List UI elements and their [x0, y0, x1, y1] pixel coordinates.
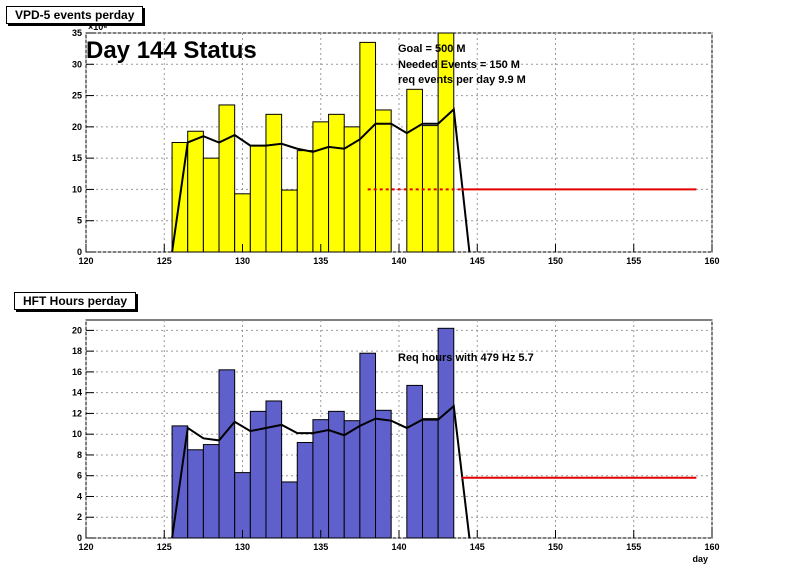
top-x-tick-label: 120: [78, 256, 93, 266]
top-x-tick-label: 160: [704, 256, 719, 266]
bottom-y-tick-label: 12: [72, 408, 82, 418]
bottom-bar: [265, 400, 283, 539]
top-x-tick-label: 135: [313, 256, 328, 266]
top-chart-title: VPD-5 events perday: [6, 6, 144, 24]
bottom-y-tick-label: 0: [77, 533, 82, 543]
bottom-bar: [406, 384, 423, 539]
top-bar: [343, 126, 361, 253]
top-x-tick-label: 140: [391, 256, 406, 266]
top-bar: [218, 104, 236, 253]
top-bar: [406, 88, 423, 253]
top-bar: [359, 41, 377, 253]
top-plot: [85, 32, 713, 253]
bottom-x-tick-label: 150: [548, 542, 563, 552]
top-bar: [437, 32, 455, 253]
top-bar: [328, 113, 345, 253]
bottom-bar: [296, 441, 314, 539]
top-average-line: [171, 107, 471, 253]
bottom-x-tick-label: 120: [78, 542, 93, 552]
top-bar: [312, 121, 330, 253]
top-annotation: Needed Events = 150 M: [398, 59, 520, 71]
top-y-tick-label: 5: [77, 216, 82, 226]
bottom-y-tick-label: 8: [77, 450, 82, 460]
top-y-tick-label: 15: [72, 153, 82, 163]
top-bar: [187, 130, 204, 253]
bottom-x-tick-label: 140: [391, 542, 406, 552]
top-bar: [375, 109, 392, 253]
bottom-y-tick-label: 16: [72, 367, 82, 377]
bottom-bar: [187, 449, 204, 539]
top-annotation: req events per day 9.9 M: [398, 74, 526, 86]
bottom-x-tick-label: 125: [157, 542, 172, 552]
top-bar: [265, 113, 283, 253]
top-y-tick-label: 0: [77, 247, 82, 257]
bottom-y-tick-label: 10: [72, 429, 82, 439]
bottom-y-tick-label: 6: [77, 471, 82, 481]
top-x-tick-label: 130: [235, 256, 250, 266]
bottom-x-tick-label: 135: [313, 542, 328, 552]
top-bar: [281, 189, 298, 253]
top-bar: [202, 157, 220, 253]
top-y-tick-label: 10: [72, 184, 82, 194]
bottom-bar: [281, 481, 298, 539]
bottom-bar: [437, 327, 455, 539]
bottom-y-tick-label: 18: [72, 346, 82, 356]
bottom-x-tick-label: 155: [626, 542, 641, 552]
bottom-bar: [234, 472, 251, 539]
bottom-x-tick-label: 130: [235, 542, 250, 552]
top-bar: [296, 150, 314, 253]
top-x-tick-label: 150: [548, 256, 563, 266]
bottom-bar: [421, 418, 439, 539]
top-axis-exponent: ×10⁶: [88, 22, 107, 32]
top-x-tick-label: 145: [470, 256, 485, 266]
top-y-tick-label: 30: [72, 59, 82, 69]
top-x-tick-label: 125: [157, 256, 172, 266]
status-heading: Day 144 Status: [86, 37, 257, 64]
bottom-y-tick-label: 4: [77, 491, 82, 501]
top-y-tick-label: 25: [72, 91, 82, 101]
bottom-plot: [85, 319, 713, 539]
bottom-y-tick-label: 2: [77, 512, 82, 522]
bottom-bar: [312, 419, 330, 539]
top-y-tick-label: 20: [72, 122, 82, 132]
top-y-tick-label: 35: [72, 28, 82, 38]
bottom-x-tick-label: 160: [704, 542, 719, 552]
bottom-x-tick-label: 145: [470, 542, 485, 552]
bottom-x-axis-label: day: [692, 554, 708, 564]
bottom-y-tick-label: 20: [72, 325, 82, 335]
bottom-annotation: Req hours with 479 Hz 5.7: [398, 352, 534, 364]
bottom-average-line: [171, 404, 471, 539]
bottom-y-tick-label: 14: [72, 388, 82, 398]
bottom-bar: [375, 409, 392, 539]
bottom-bar: [343, 420, 361, 539]
bottom-bar: [218, 369, 236, 539]
top-bar: [234, 193, 251, 253]
bottom-chart-title: HFT Hours perday: [14, 292, 137, 310]
top-bar: [249, 145, 267, 253]
top-x-tick-label: 155: [626, 256, 641, 266]
top-annotation: Goal = 500 M: [398, 43, 466, 55]
bottom-bar: [202, 444, 220, 539]
bottom-bar: [359, 352, 377, 539]
